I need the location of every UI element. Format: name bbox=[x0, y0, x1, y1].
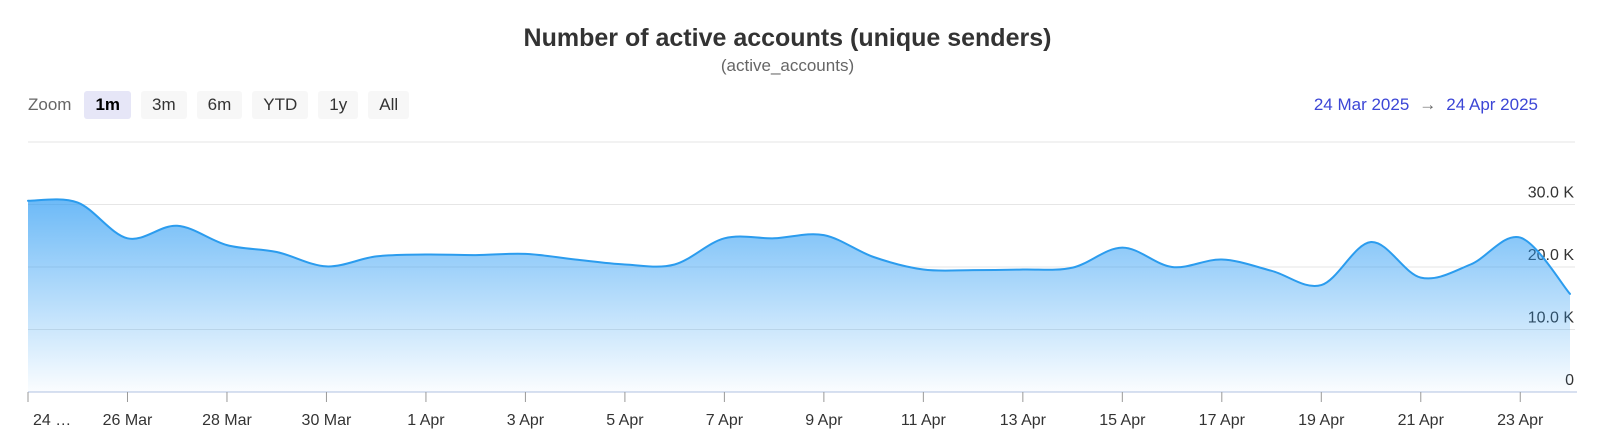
x-axis-label: 11 Apr bbox=[901, 412, 947, 429]
x-axis-label: 17 Apr bbox=[1199, 412, 1246, 429]
x-axis-label: 15 Apr bbox=[1099, 412, 1146, 429]
range-arrow-icon: → bbox=[1419, 95, 1437, 114]
x-axis-label: 23 Apr bbox=[1497, 412, 1544, 429]
x-axis-label: 13 Apr bbox=[1000, 412, 1047, 429]
zoom-button-1y[interactable]: 1y bbox=[318, 91, 359, 119]
x-axis-label: 21 Apr bbox=[1398, 412, 1445, 429]
date-range-inputs: 24 Mar 2025 → 24 Apr 2025 bbox=[1314, 91, 1538, 119]
y-axis-label: 30.0 K bbox=[1528, 185, 1575, 202]
area-series-line bbox=[27, 198, 1571, 295]
x-axis-label: 28 Mar bbox=[202, 412, 252, 429]
zoom-button-1m[interactable]: 1m bbox=[84, 91, 132, 119]
zoom-label: Zoom bbox=[28, 95, 72, 114]
x-axis-label: 26 Mar bbox=[103, 412, 153, 429]
x-axis-label: 30 Mar bbox=[302, 412, 352, 429]
x-axis-label: 9 Apr bbox=[805, 412, 843, 429]
context-menu-button[interactable] bbox=[1533, 34, 1571, 64]
zoom-button-all[interactable]: All bbox=[368, 91, 410, 119]
zoom-button-ytd[interactable]: YTD bbox=[252, 91, 309, 119]
range-to-input[interactable]: 24 Apr 2025 bbox=[1446, 95, 1538, 114]
x-axis-label: 7 Apr bbox=[706, 412, 744, 429]
x-axis-label: 3 Apr bbox=[507, 412, 545, 429]
x-axis-label: 5 Apr bbox=[606, 412, 644, 429]
x-axis-label: 19 Apr bbox=[1298, 412, 1345, 429]
zoom-button-3m[interactable]: 3m bbox=[141, 91, 187, 119]
x-axis-label: 1 Apr bbox=[407, 412, 445, 429]
range-selector-toolbar: Zoom 1m 3m 6m YTD 1y All bbox=[28, 91, 410, 119]
zoom-button-6m[interactable]: 6m bbox=[196, 91, 243, 119]
area-series-fill[interactable] bbox=[28, 199, 1570, 392]
range-from-input[interactable]: 24 Mar 2025 bbox=[1313, 95, 1410, 114]
chart-title: Number of active accounts (unique sender… bbox=[523, 24, 1052, 52]
chart-subtitle: (active_accounts) bbox=[720, 56, 855, 75]
x-axis-label: 24 … bbox=[33, 412, 71, 429]
